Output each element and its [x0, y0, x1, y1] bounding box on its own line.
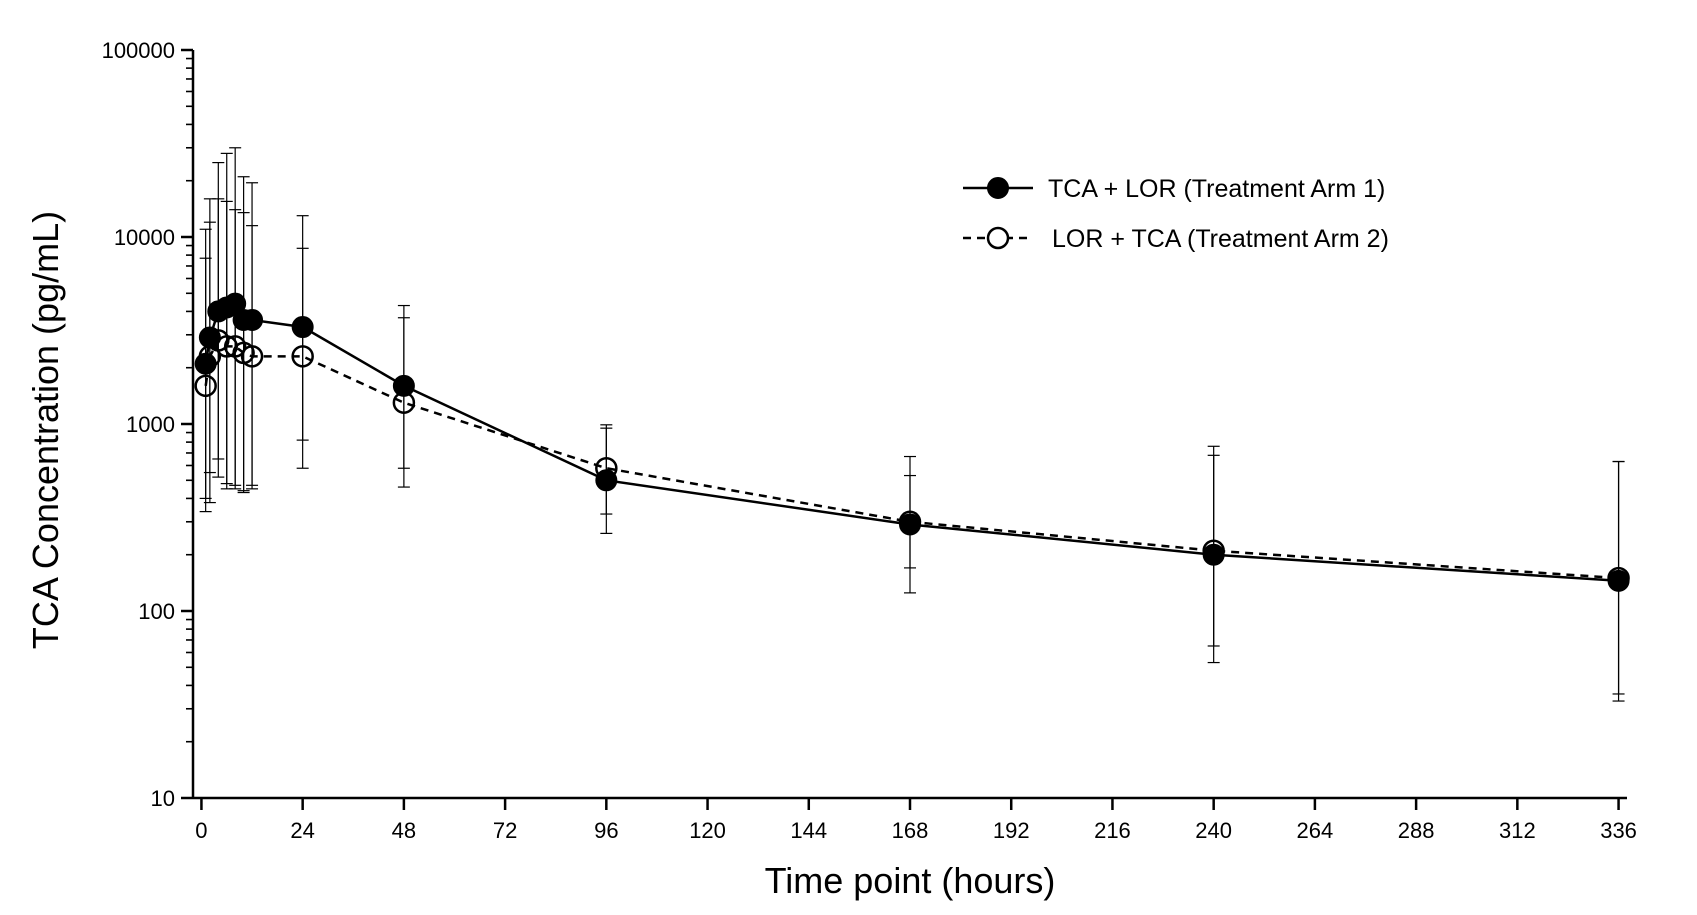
legend-label-arm1: TCA + LOR (Treatment Arm 1) [1048, 175, 1385, 203]
data-point-arm2 [291, 345, 314, 368]
x-tick-label: 336 [1600, 818, 1637, 843]
x-tick-label: 288 [1398, 818, 1435, 843]
x-tick-label: 168 [892, 818, 929, 843]
y-tick-label: 10000 [114, 225, 175, 250]
legend: TCA + LOR (Treatment Arm 1) LOR + TCA (T… [963, 175, 1389, 253]
x-tick-label: 72 [493, 818, 517, 843]
data-point-arm1 [595, 469, 618, 492]
error-bars [199, 147, 1625, 702]
series-lines [204, 302, 1619, 583]
axes: 10 100 1000 10000 100000 0 24 48 72 96 120 144 168 19… [102, 38, 1637, 843]
x-tick-label: 264 [1297, 818, 1334, 843]
data-point-arm2 [1607, 566, 1630, 590]
series-line-arm1 [204, 302, 1619, 583]
series-line-arm2 [204, 338, 1619, 580]
y-tick-label: 10 [151, 786, 175, 811]
x-tick-label: 144 [790, 818, 827, 843]
data-point-arm1 [392, 374, 415, 397]
series-markers [194, 292, 1630, 592]
y-axis-title: TCA Concentration (pg/mL) [25, 211, 66, 649]
legend-label-arm2: LOR + TCA (Treatment Arm 2) [1052, 225, 1389, 253]
x-tick-label: 240 [1195, 818, 1232, 843]
y-tick-label: 100 [138, 599, 175, 624]
legend-marker-arm1 [987, 177, 1009, 199]
y-tick-label: 1000 [126, 412, 175, 437]
x-tick-label: 192 [993, 818, 1030, 843]
x-tick-label: 312 [1499, 818, 1536, 843]
data-point-arm2 [392, 391, 416, 414]
x-tick-label: 120 [689, 818, 726, 843]
y-tick-label: 100000 [102, 38, 175, 63]
data-point-arm2 [240, 345, 264, 368]
data-point-arm2 [1202, 539, 1225, 562]
x-tick-label: 24 [290, 818, 314, 843]
x-tick-label: 96 [594, 818, 618, 843]
x-tick-label: 216 [1094, 818, 1131, 843]
x-tick-label: 0 [195, 818, 207, 843]
data-point-arm1 [291, 316, 314, 339]
legend-marker-arm2 [986, 226, 1010, 250]
data-point-arm2 [898, 510, 922, 534]
x-tick-label: 48 [392, 818, 416, 843]
x-axis-title: Time point (hours) [765, 860, 1056, 901]
data-point-arm1 [241, 308, 264, 331]
data-point-arm2 [194, 374, 217, 398]
data-point-arm2 [595, 456, 618, 480]
